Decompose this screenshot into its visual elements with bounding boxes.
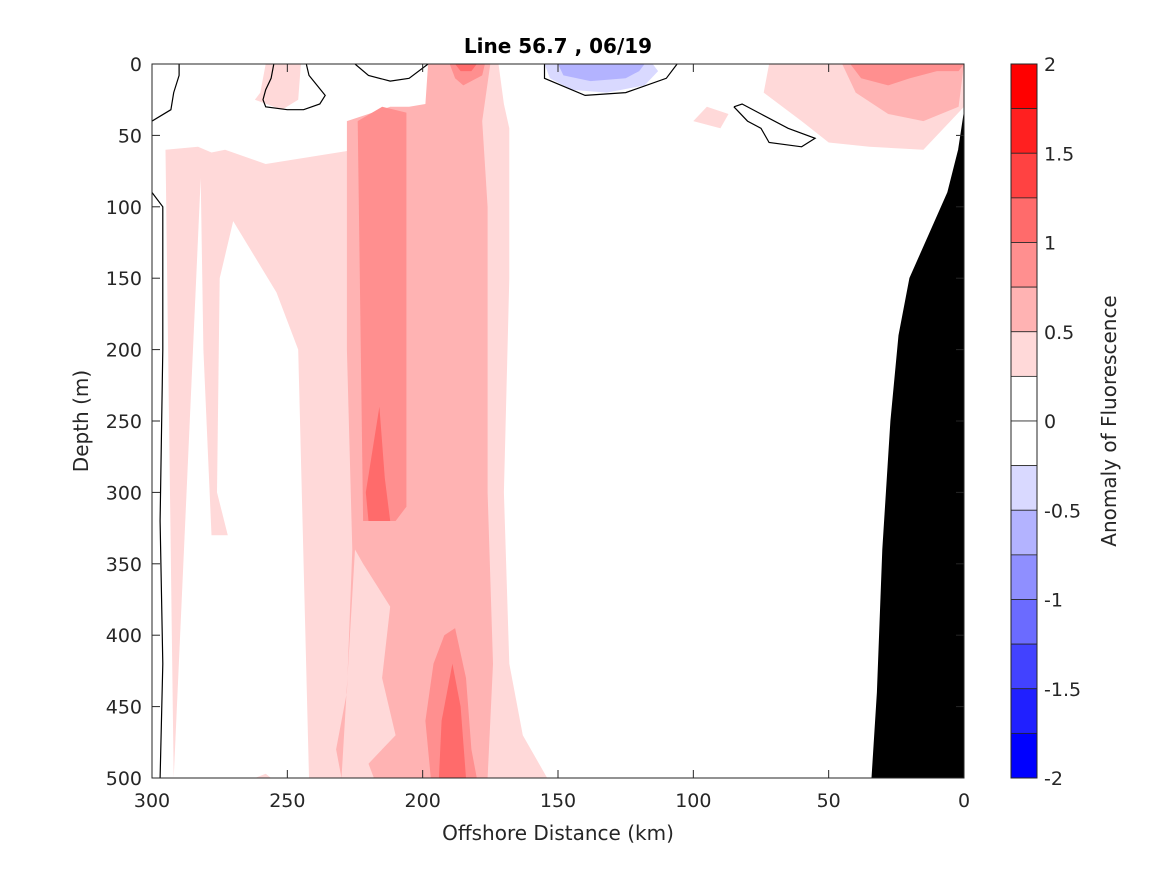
colorbar-swatch xyxy=(1010,242,1038,288)
zero-contour-line xyxy=(733,103,817,148)
colorbar: 2 1.5 1 0.5 0 -0.5 -1 -1.5 -2 xyxy=(1010,54,1081,790)
y-tick-label: 450 xyxy=(106,697,142,719)
colorbar-swatch xyxy=(1010,732,1038,779)
x-tick-label: 300 xyxy=(134,790,170,812)
colorbar-swatch xyxy=(1010,509,1038,556)
colorbar-swatch xyxy=(1010,152,1038,199)
y-tick-label: 0 xyxy=(130,54,142,76)
colorbar-swatch xyxy=(1010,420,1038,467)
zero-contour-line xyxy=(152,192,164,778)
contour-region xyxy=(254,64,301,110)
contour-region xyxy=(365,406,391,521)
zero-contour-line xyxy=(262,64,326,111)
y-tick-label: 200 xyxy=(106,340,142,362)
y-tick-label: 300 xyxy=(106,482,142,504)
colorbar-swatch xyxy=(1010,286,1038,333)
colorbar-swatch xyxy=(1010,375,1038,422)
y-axis-title: Depth (m) xyxy=(69,370,93,472)
colorbar-swatch xyxy=(1010,554,1038,600)
colorbar-tick-label: -2 xyxy=(1044,768,1063,790)
chart-title: Line 56.7 , 06/19 xyxy=(464,34,652,58)
contour-region xyxy=(438,663,466,778)
zero-contour-line xyxy=(152,64,180,122)
colorbar-tick-label: 0.5 xyxy=(1044,322,1074,344)
x-tick-label: 250 xyxy=(269,790,305,812)
y-tick-label: 100 xyxy=(106,197,142,219)
colorbar-swatch xyxy=(1010,197,1038,243)
colorbar-tick-label: -0.5 xyxy=(1044,500,1081,522)
colorbar-tick-label: -1.5 xyxy=(1044,679,1081,701)
contour-region xyxy=(850,64,964,86)
y-tick-label: 50 xyxy=(118,125,142,147)
contour-region xyxy=(693,106,729,129)
y-axis: 0 50 100 150 200 250 300 350 400 450 500 xyxy=(106,54,964,790)
contour-region xyxy=(254,773,272,778)
y-tick-label: 150 xyxy=(106,268,142,290)
plot-area xyxy=(151,63,965,779)
colorbar-tick-label: 1 xyxy=(1044,233,1056,255)
x-axis-title: Offshore Distance (km) xyxy=(442,821,674,845)
contour-region xyxy=(455,64,477,72)
colorbar-swatch xyxy=(1010,108,1038,154)
contour-region xyxy=(449,64,485,86)
colorbar-tick-label: 0 xyxy=(1044,411,1056,433)
x-tick-label: 50 xyxy=(817,790,841,812)
x-tick-label: 0 xyxy=(958,790,970,812)
contour-region xyxy=(357,106,407,522)
y-tick-label: 400 xyxy=(106,625,142,647)
colorbar-tick-label: -1 xyxy=(1044,590,1063,612)
colorbar-swatch xyxy=(1010,688,1038,734)
colorbar-title: Anomaly of Fluorescence xyxy=(1097,295,1121,546)
contour-region xyxy=(558,64,645,82)
colorbar-swatch xyxy=(1010,63,1038,110)
x-tick-label: 100 xyxy=(675,790,711,812)
colorbar-frame xyxy=(1010,63,1038,779)
colorbar-swatch xyxy=(1010,331,1038,377)
y-tick-label: 250 xyxy=(106,411,142,433)
x-axis: 300 250 200 150 100 50 0 xyxy=(134,64,970,812)
colorbar-tick-label: 2 xyxy=(1044,54,1056,76)
colorbar-swatch xyxy=(1010,599,1038,645)
colorbar-swatch xyxy=(1010,643,1038,690)
colorbar-swatch xyxy=(1010,465,1038,511)
x-tick-label: 150 xyxy=(540,790,576,812)
y-tick-label: 350 xyxy=(106,554,142,576)
bathymetry-mask xyxy=(871,113,964,778)
zero-contour-line xyxy=(543,64,678,97)
zero-contour-line xyxy=(354,64,429,82)
x-tick-label: 200 xyxy=(405,790,441,812)
colorbar-tick-label: 1.5 xyxy=(1044,143,1074,165)
y-tick-label: 500 xyxy=(106,768,142,790)
